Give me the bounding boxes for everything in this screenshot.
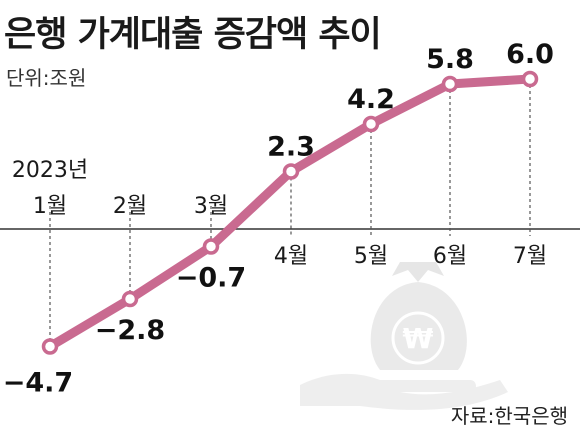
money-bag-illustration: ₩ [300, 262, 508, 410]
data-point-1 [41, 338, 59, 355]
chart-title: 은행 가계대출 증감액 추이 [4, 15, 382, 55]
data-point-5 [362, 115, 380, 133]
data-point-6 [441, 75, 459, 93]
data-label-2: −2.8 [95, 315, 165, 346]
x-axis-tick-labels: 1월 2월 3월 4월 5월 6월 7월 [33, 194, 547, 269]
x-tick-label-6: 6월 [433, 244, 467, 269]
data-point-4 [282, 163, 300, 180]
data-point-3 [202, 238, 220, 255]
x-tick-label-2: 2월 [113, 194, 147, 219]
x-tick-label-7: 7월 [513, 244, 547, 269]
data-label-3: −0.7 [176, 263, 246, 294]
x-tick-label-3: 3월 [194, 194, 228, 219]
source-label: 자료:한국은행 [450, 404, 568, 428]
data-label-4: 2.3 [267, 132, 315, 163]
data-label-5: 4.2 [347, 84, 395, 115]
data-point-7 [521, 70, 539, 88]
year-label: 2023년 [12, 158, 88, 183]
data-labels: −4.7 −2.8 −0.7 2.3 4.2 5.8 6.0 [3, 39, 554, 399]
data-points [41, 70, 539, 355]
data-label-1: −4.7 [3, 368, 73, 399]
x-tick-label-1: 1월 [33, 194, 67, 219]
svg-text:₩: ₩ [403, 322, 434, 355]
unit-label: 단위:조원 [6, 66, 87, 90]
x-tick-label-5: 5월 [354, 244, 388, 269]
dashed-gridlines [49, 79, 531, 347]
data-label-7: 6.0 [506, 39, 554, 70]
x-tick-label-4: 4월 [274, 244, 308, 269]
data-point-2 [121, 290, 139, 308]
data-label-6: 5.8 [426, 44, 474, 75]
